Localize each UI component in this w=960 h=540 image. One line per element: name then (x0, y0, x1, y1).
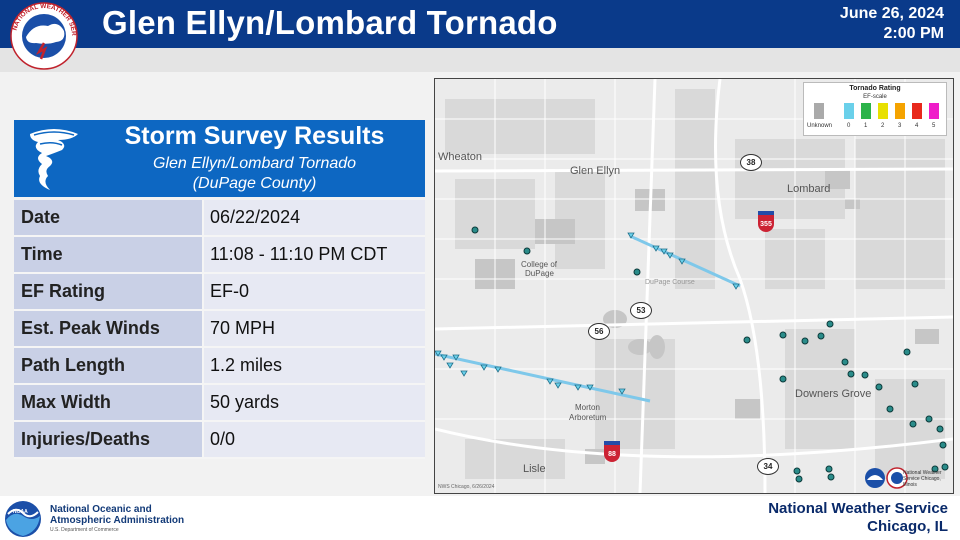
tornado-track-map[interactable]: Tornado Rating EF-scale Unknown 0 1 2 3 … (434, 78, 954, 494)
legend-swatch-0 (844, 103, 854, 119)
interstate-88-shield: 88 (604, 441, 620, 462)
row-value: 11:08 - 11:10 PM CDT (203, 236, 425, 274)
tornado-track-lombard (629, 234, 741, 288)
map-streets (435, 79, 953, 493)
place-college-2: DuPage (525, 269, 554, 278)
highway-53-shield: 53 (630, 302, 652, 319)
page-title: Glen Ellyn/Lombard Tornado (102, 4, 558, 41)
legend-swatch-unknown (814, 103, 824, 119)
card-title: Storm Survey Results (124, 122, 385, 150)
legend-label: 3 (898, 123, 902, 129)
legend-swatch-3 (895, 103, 905, 119)
table-row: Time 11:08 - 11:10 PM CDT (14, 236, 425, 274)
row-label: Date (14, 200, 204, 237)
track-triangles (435, 232, 740, 395)
legend-label: 0 (847, 123, 851, 129)
row-value: EF-0 (203, 273, 425, 311)
noaa-nws-seals (865, 467, 908, 489)
department-name: U.S. Department of Commerce (50, 527, 119, 533)
row-value: 0/0 (203, 421, 425, 459)
table-row: Date 06/22/2024 (14, 200, 425, 237)
row-label: Time (14, 236, 204, 274)
row-value: 1.2 miles (203, 347, 425, 385)
legend-label: Unknown (807, 123, 833, 129)
highway-38-shield: 38 (740, 154, 762, 171)
footer-org: National Weather Service (768, 500, 948, 517)
footer-city: Chicago, IL (867, 518, 948, 535)
legend-label: 5 (932, 123, 936, 129)
map-credit: NWS Chicago, 6/26/2024 (438, 484, 495, 490)
place-morton-2: Arboretum (569, 413, 607, 422)
storm-survey-card: Storm Survey Results Glen Ellyn/Lombard … (14, 120, 425, 459)
legend-label: 2 (881, 123, 885, 129)
table-row: Injuries/Deaths 0/0 (14, 421, 425, 459)
row-label: Injuries/Deaths (14, 421, 204, 459)
row-label: Est. Peak Winds (14, 310, 204, 348)
map-highways (435, 79, 953, 493)
noaa-logo: NOAA (5, 501, 41, 537)
place-downers-grove: Downers Grove (795, 388, 872, 400)
legend-swatch-2 (878, 103, 888, 119)
legend-swatch-4 (912, 103, 922, 119)
damage-markers (471, 226, 949, 483)
results-table: Date 06/22/2024 Time 11:08 - 11:10 PM CDT … (14, 200, 425, 459)
header-bar: Glen Ellyn/Lombard Tornado June 26, 2024… (0, 0, 960, 48)
place-glen-ellyn: Glen Ellyn (570, 165, 621, 177)
place-lombard: Lombard (787, 183, 831, 195)
place-dupage-course: DuPage Course (645, 279, 695, 286)
row-value: 70 MPH (203, 310, 425, 348)
header-time: 2:00 PM (883, 25, 944, 42)
legend-subtitle: EF-scale (863, 94, 887, 100)
row-value: 06/22/2024 (203, 200, 425, 237)
interstate-355-shield: 355 (758, 211, 774, 232)
place-morton-1: Morton (575, 403, 600, 412)
nws-logo: NATIONAL WEATHER SERVICE (6, 1, 78, 70)
place-wheaton: Wheaton (438, 151, 483, 163)
table-row: Max Width 50 yards (14, 384, 425, 422)
card-subtitle: Glen Ellyn/Lombard Tornado (152, 155, 357, 172)
tornado-track-morton (435, 352, 651, 403)
place-college-1: College of (521, 260, 558, 269)
legend-swatch-1 (861, 103, 871, 119)
card-county: (DuPage County) (192, 175, 317, 192)
table-row: Est. Peak Winds 70 MPH (14, 310, 425, 348)
legend-title: Tornado Rating (849, 85, 901, 92)
legend: Tornado Rating EF-scale Unknown 0 1 2 3 … (803, 82, 947, 136)
table-row: Path Length 1.2 miles (14, 347, 425, 385)
highway-34-shield: 34 (757, 458, 779, 475)
row-value: 50 yards (203, 384, 425, 422)
legend-swatch-5 (929, 103, 939, 119)
tornado-icon (30, 129, 78, 190)
agency-name-line1: National Oceanic and (50, 504, 152, 515)
table-row: EF Rating EF-0 (14, 273, 425, 311)
header-date: June 26, 2024 (839, 5, 944, 22)
place-lisle: Lisle (523, 463, 546, 475)
legend-label: 4 (915, 123, 919, 129)
highway-56-shield: 56 (588, 323, 610, 340)
map-canvas (435, 79, 953, 493)
agency-name-line2: Atmospheric Administration (50, 515, 185, 526)
row-label: EF Rating (14, 273, 204, 311)
card-header: Storm Survey Results Glen Ellyn/Lombard … (14, 120, 425, 197)
row-label: Max Width (14, 384, 204, 422)
row-label: Path Length (14, 347, 204, 385)
header-subbar (0, 48, 960, 72)
footer: NOAA National Oceanic and Atmospheric Ad… (0, 496, 960, 540)
date-time: June 26, 2024 2:00 PM (840, 4, 944, 44)
office-label: National Weather Service Chicago, Illino… (903, 470, 942, 488)
legend-label: 1 (864, 123, 868, 129)
svg-text:NOAA: NOAA (13, 509, 28, 515)
